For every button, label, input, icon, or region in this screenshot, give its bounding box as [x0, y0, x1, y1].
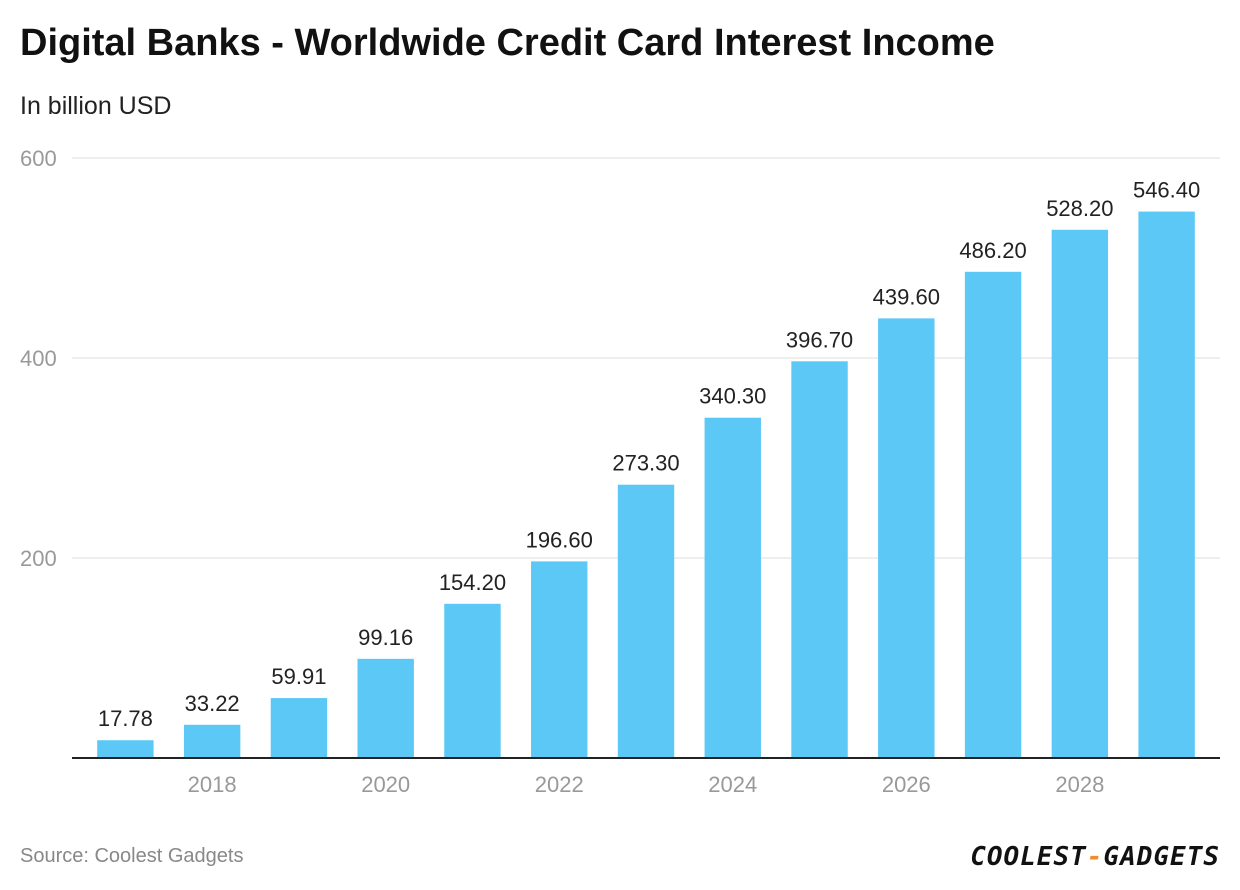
value-label: 396.70: [786, 327, 853, 352]
y-tick-label: 200: [20, 546, 57, 571]
value-label: 273.30: [612, 451, 679, 476]
bar: [878, 318, 935, 758]
bar: [791, 361, 848, 758]
bar: [183, 724, 241, 758]
value-label: 17.78: [98, 706, 153, 731]
bar: [617, 484, 675, 758]
bar: [1138, 211, 1195, 759]
logo-part-1: COOLEST: [970, 842, 1087, 872]
bar: [531, 561, 588, 758]
bar: [1051, 229, 1109, 759]
value-label: 486.20: [959, 238, 1026, 263]
bar: [270, 698, 328, 758]
bar: [97, 740, 154, 758]
value-label: 59.91: [271, 664, 326, 689]
x-tick-label: 2020: [361, 772, 410, 797]
x-tick-label: 2024: [708, 772, 757, 797]
chart-title: Digital Banks - Worldwide Credit Card In…: [20, 22, 995, 64]
y-tick-label: 400: [20, 346, 57, 371]
value-label: 154.20: [439, 570, 506, 595]
bar: [964, 271, 1022, 758]
x-tick-label: 2028: [1055, 772, 1104, 797]
brand-logo: COOLEST-GADGETS: [970, 842, 1220, 872]
bar: [357, 658, 414, 758]
chart-subtitle: In billion USD: [20, 92, 172, 120]
y-tick-label: 600: [20, 146, 57, 171]
value-label: 528.20: [1046, 196, 1113, 221]
value-label: 196.60: [526, 527, 593, 552]
value-label: 99.16: [358, 625, 413, 650]
logo-dash: -: [1086, 842, 1104, 872]
value-label: 33.22: [185, 691, 240, 716]
x-tick-label: 2022: [535, 772, 584, 797]
value-label: 439.60: [873, 284, 940, 309]
x-tick-label: 2018: [188, 772, 237, 797]
value-label: 546.40: [1133, 178, 1200, 203]
bar: [444, 603, 501, 758]
bar: [704, 417, 761, 758]
source-note: Source: Coolest Gadgets: [20, 845, 244, 867]
logo-part-2: GADGETS: [1103, 842, 1220, 872]
value-label: 340.30: [699, 384, 766, 409]
x-tick-label: 2026: [882, 772, 931, 797]
